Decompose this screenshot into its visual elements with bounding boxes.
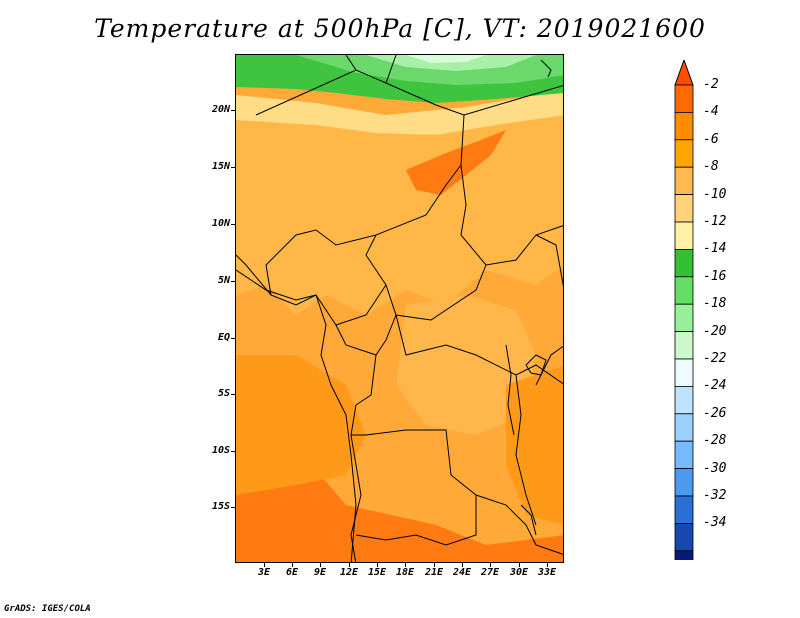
colorbar-swatch <box>674 303 694 332</box>
colorbar-label: -14 <box>703 241 727 257</box>
colorbar-swatch <box>674 495 694 524</box>
y-tick-label: 10S <box>211 445 230 456</box>
x-tick-label: 21E <box>424 567 444 578</box>
colorbar-label: -4 <box>703 104 719 120</box>
colorbar-swatch <box>674 84 694 113</box>
colorbar-swatch <box>674 358 694 387</box>
x-tick-label: 12E <box>339 567 359 578</box>
y-tick <box>231 338 235 339</box>
colorbar-label: -28 <box>703 433 727 449</box>
colorbar-swatch <box>674 413 694 442</box>
x-tick <box>462 563 463 567</box>
x-tick <box>547 563 548 567</box>
x-tick <box>292 563 293 567</box>
colorbar-swatch <box>674 440 694 470</box>
colorbar-swatch <box>674 221 694 250</box>
y-tick <box>231 394 235 395</box>
map-warm-streak <box>406 130 506 195</box>
map-title: Temperature at 500hPa [C], VT: 201902160… <box>94 14 706 43</box>
x-tick-label: 18E <box>395 567 415 578</box>
colorbar-label: -6 <box>703 131 719 147</box>
x-tick-label: 3E <box>257 567 271 578</box>
colorbar-label: -20 <box>703 323 727 339</box>
map-band-pale <box>406 55 486 63</box>
x-tick-label: 24E <box>452 567 472 578</box>
y-tick-label: 20N <box>211 104 230 115</box>
colorbar-swatch <box>674 194 694 223</box>
map-warm-south <box>236 470 563 562</box>
colorbar-swatch <box>674 385 694 415</box>
colorbar-label: -16 <box>703 268 727 284</box>
colorbar-label: -30 <box>703 460 727 476</box>
y-tick <box>231 224 235 225</box>
colorbar-swatch <box>674 522 694 552</box>
x-tick-label: 6E <box>285 567 299 578</box>
colorbar-swatch <box>674 112 694 141</box>
colorbar-label: -24 <box>703 378 727 394</box>
colorbar-label: -12 <box>703 214 727 229</box>
y-tick-label: 15N <box>211 161 230 172</box>
colorbar-label: -26 <box>703 405 727 421</box>
colorbar-graphic <box>674 58 694 605</box>
x-tick-label: 9E <box>313 567 327 578</box>
x-tick-label: 33E <box>537 567 557 578</box>
y-tick <box>231 281 235 282</box>
colorbar-swatch <box>674 550 694 579</box>
colorbar <box>674 58 694 605</box>
x-tick <box>405 563 406 567</box>
colorbar-swatch <box>674 139 694 168</box>
x-tick <box>490 563 491 567</box>
colorbar-swatch <box>674 468 694 497</box>
y-tick-label: EQ <box>217 332 230 343</box>
y-tick <box>231 167 235 168</box>
colorbar-swatch <box>674 166 694 195</box>
y-tick <box>231 451 235 452</box>
y-tick-label: 5S <box>217 388 230 399</box>
credit-text: GrADS: IGES/COLA <box>4 604 91 614</box>
x-tick <box>519 563 520 567</box>
x-tick-label: 30E <box>509 567 529 578</box>
colorbar-label: -22 <box>703 351 727 366</box>
colorbar-swatch <box>674 331 694 360</box>
colorbar-label: -2 <box>703 77 719 92</box>
country-borders <box>236 55 563 562</box>
x-tick <box>264 563 265 567</box>
colorbar-swatch <box>674 276 694 305</box>
y-tick-label: 10N <box>211 218 230 229</box>
colorbar-label: -18 <box>703 296 727 312</box>
map-band-center <box>396 295 536 435</box>
x-tick <box>377 563 378 567</box>
temperature-map <box>235 54 564 563</box>
lakes <box>505 59 552 536</box>
colorbar-label: -10 <box>703 186 727 202</box>
x-tick-label: 15E <box>367 567 387 578</box>
colorbar-label: -34 <box>703 515 727 531</box>
colorbar-swatch <box>674 248 694 278</box>
x-tick-label: 27E <box>480 567 500 578</box>
x-tick <box>349 563 350 567</box>
map-band-green-pale <box>366 55 536 71</box>
y-tick-label: 5N <box>217 275 230 286</box>
colorbar-label: -32 <box>703 488 727 503</box>
map-band-yellow <box>236 90 563 135</box>
y-tick <box>231 110 235 111</box>
x-tick <box>320 563 321 567</box>
coastline <box>236 269 357 562</box>
colorbar-top-arrow <box>674 58 694 86</box>
colorbar-label: -8 <box>703 159 719 175</box>
x-tick <box>434 563 435 567</box>
y-tick-label: 15S <box>211 501 230 512</box>
y-tick <box>231 507 235 508</box>
